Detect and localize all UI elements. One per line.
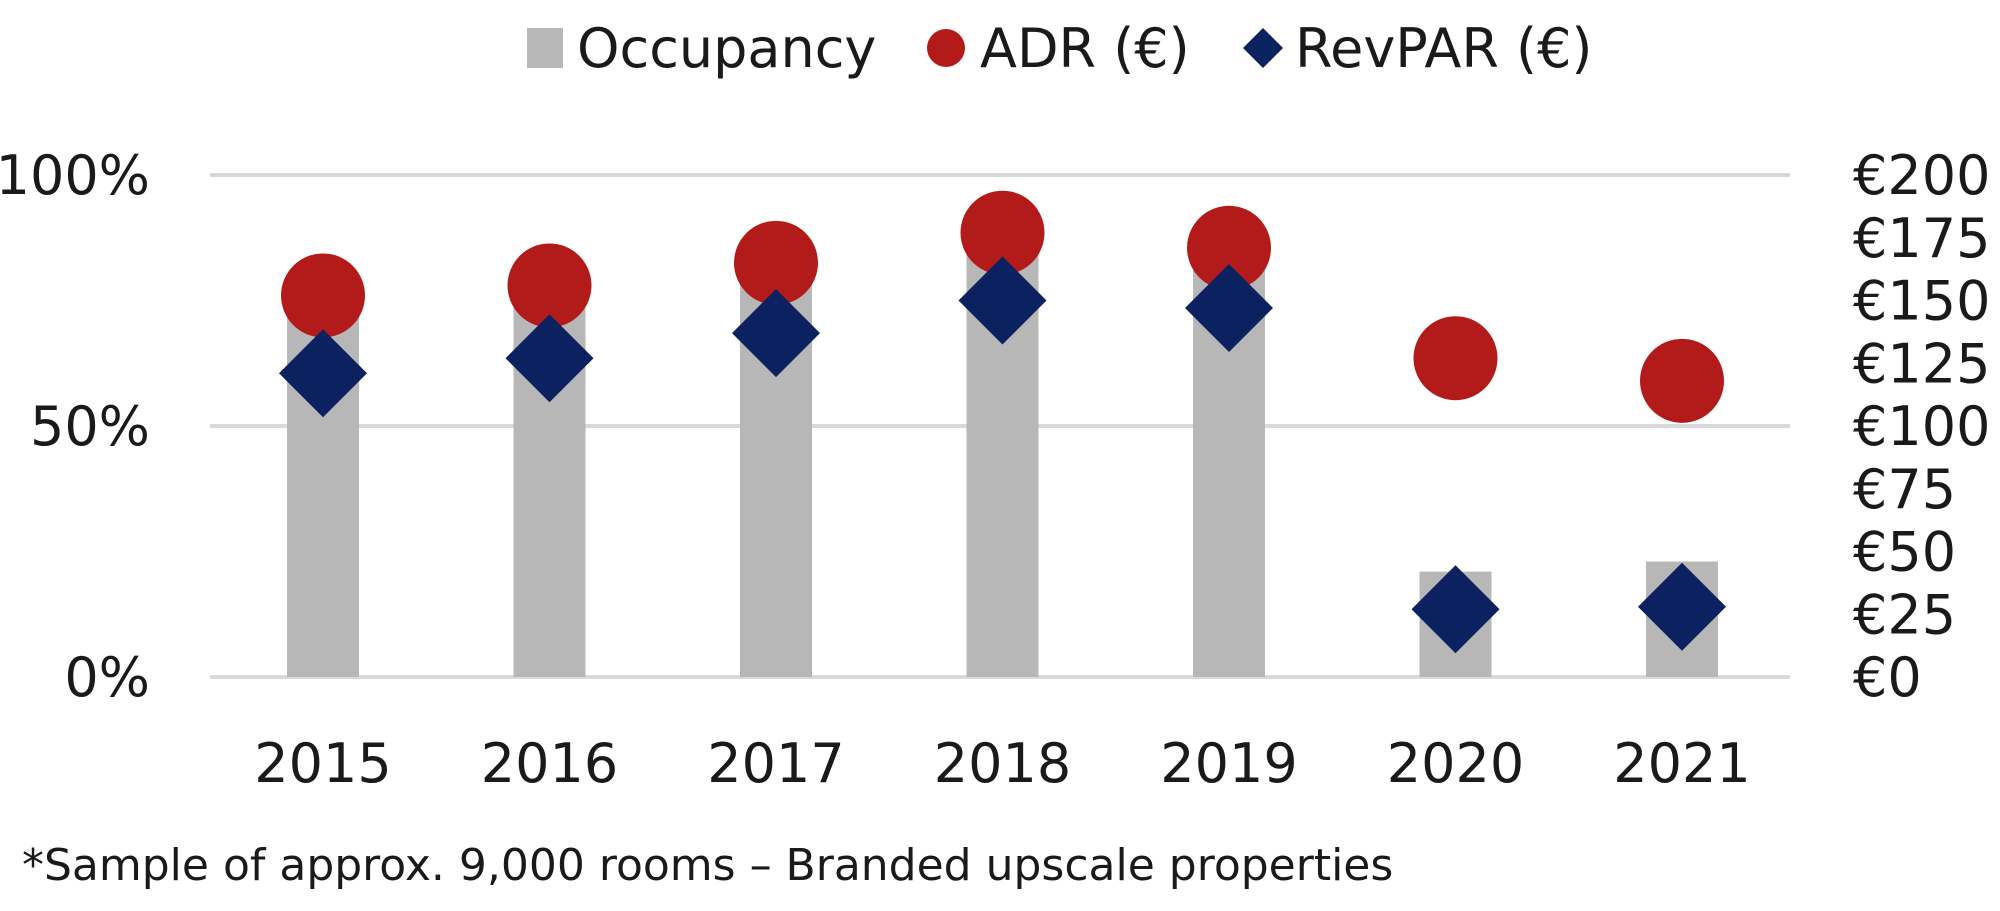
right-axis-tick-label: €125	[1853, 332, 1990, 395]
revpar-point	[505, 314, 594, 403]
revpar-point	[1185, 264, 1273, 353]
x-axis-tick-label: 2015	[254, 732, 391, 795]
x-axis-tick-label: 2019	[1160, 732, 1297, 795]
legend: Occupancy ADR (€) RevPAR (€)	[527, 17, 1593, 80]
revpar-point	[732, 289, 820, 378]
right-axis-tick-label: €100	[1853, 395, 1990, 458]
right-axis-tick-label: €0	[1853, 646, 1922, 709]
adr-point	[1413, 316, 1498, 401]
right-axis-tick-label: €150	[1853, 270, 1990, 333]
footnote: *Sample of approx. 9,000 rooms – Branded…	[22, 840, 1394, 891]
left-axis-tick-label: 100%	[0, 144, 150, 207]
x-axis-tick-label: 2020	[1387, 732, 1524, 795]
right-axis-tick-label: €175	[1853, 207, 1990, 270]
legend-revpar-label: RevPAR (€)	[1295, 17, 1593, 80]
x-axis-tick-label: 2017	[707, 732, 844, 795]
legend-occupancy-swatch	[527, 28, 563, 68]
revpar-point	[958, 256, 1047, 345]
adr-point	[960, 190, 1045, 275]
adr-point	[1187, 205, 1271, 290]
x-axis-tick-label: 2016	[481, 732, 618, 795]
left-axis-tick-label: 50%	[30, 395, 150, 458]
revpar-point	[1411, 565, 1500, 654]
right-axis-tick-label: €50	[1853, 521, 1956, 584]
adr-point	[507, 243, 592, 328]
x-axis-tick-label: 2021	[1613, 732, 1750, 795]
legend-adr-swatch	[927, 29, 965, 67]
left-axis-ticks: 0% 50% 100%	[0, 144, 150, 709]
right-axis-tick-label: €75	[1853, 458, 1956, 521]
adr-point	[1640, 338, 1724, 423]
adr-point	[734, 220, 818, 305]
legend-occupancy-label: Occupancy	[577, 17, 876, 80]
right-axis-tick-label: €25	[1853, 583, 1956, 646]
x-axis-tick-label: 2018	[934, 732, 1071, 795]
revpar-point	[279, 329, 367, 418]
left-axis-tick-label: 0%	[64, 646, 150, 709]
adr-point	[281, 253, 365, 338]
legend-revpar-swatch	[1243, 28, 1283, 68]
adr-markers	[281, 190, 1724, 423]
right-axis-tick-label: €200	[1853, 144, 1990, 207]
right-axis-ticks: €0€25€50€75€100€125€150€175€200	[1853, 144, 1990, 709]
x-axis-ticks: 2015 2016 2017 2018 2019 2020 2021	[254, 732, 1750, 795]
revpar-point	[1638, 562, 1726, 651]
revpar-markers	[279, 256, 1726, 654]
legend-adr-label: ADR (€)	[980, 17, 1190, 80]
